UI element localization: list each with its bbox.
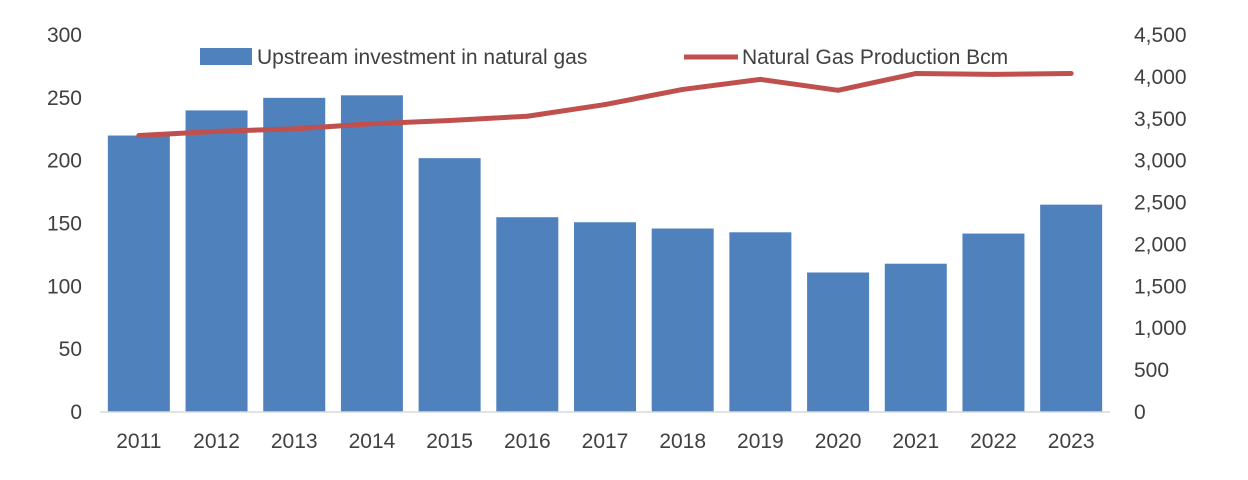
bar-2017 bbox=[574, 222, 636, 412]
production-point-2021 bbox=[913, 71, 919, 77]
legend-label-production: Natural Gas Production Bcm bbox=[742, 46, 1008, 69]
right-tick-label: 4,000 bbox=[1134, 66, 1187, 89]
right-tick-label: 3,500 bbox=[1134, 108, 1187, 131]
production-point-2014 bbox=[369, 121, 375, 127]
production-point-2017 bbox=[602, 102, 608, 108]
production-point-2013 bbox=[291, 126, 297, 132]
left-tick-label: 50 bbox=[59, 338, 82, 361]
right-tick-label: 3,000 bbox=[1134, 150, 1187, 173]
bar-2019 bbox=[729, 232, 792, 412]
bar-2023 bbox=[1040, 204, 1103, 412]
bar-2012 bbox=[185, 110, 248, 413]
x-tick-label: 2011 bbox=[116, 430, 161, 453]
bar-2016 bbox=[496, 217, 559, 412]
right-tick-label: 1,000 bbox=[1134, 317, 1187, 340]
left-axis: 0 50 100 150 200 250 300 bbox=[47, 24, 82, 424]
x-tick-label: 2023 bbox=[1048, 430, 1095, 453]
left-tick-label: 250 bbox=[47, 87, 82, 110]
right-tick-label: 0 bbox=[1134, 401, 1146, 424]
bar-2013 bbox=[263, 97, 326, 412]
production-point-2016 bbox=[524, 113, 530, 119]
left-tick-label: 300 bbox=[47, 24, 82, 47]
x-tick-label: 2020 bbox=[815, 430, 862, 453]
legend: Upstream investment in natural gas Natur… bbox=[200, 46, 1008, 69]
bar-2022 bbox=[962, 233, 1025, 412]
left-tick-label: 200 bbox=[47, 150, 82, 173]
x-tick-label: 2018 bbox=[659, 430, 706, 453]
production-point-2020 bbox=[835, 87, 841, 93]
production-point-2015 bbox=[447, 117, 453, 123]
legend-swatch-investment bbox=[200, 48, 252, 65]
left-tick-label: 100 bbox=[47, 275, 82, 298]
x-tick-label: 2022 bbox=[970, 430, 1017, 453]
production-point-2022 bbox=[990, 71, 996, 77]
right-tick-label: 1,500 bbox=[1134, 275, 1187, 298]
bar-series bbox=[107, 95, 1103, 413]
bar-2015 bbox=[418, 158, 481, 412]
production-point-2023 bbox=[1068, 71, 1074, 77]
x-tick-label: 2016 bbox=[504, 430, 551, 453]
production-point-2018 bbox=[680, 86, 686, 92]
x-tick-label: 2015 bbox=[426, 430, 473, 453]
production-point-2019 bbox=[757, 76, 763, 82]
legend-label-investment: Upstream investment in natural gas bbox=[257, 46, 587, 69]
bar-2021 bbox=[884, 263, 947, 412]
bar-2020 bbox=[807, 272, 870, 412]
right-tick-label: 2,500 bbox=[1134, 192, 1187, 215]
x-tick-label: 2014 bbox=[349, 430, 396, 453]
right-axis: 0 500 1,000 1,500 2,000 2,500 3,000 3,500 4,000 4… bbox=[1134, 24, 1187, 424]
right-tick-label: 2,000 bbox=[1134, 233, 1187, 256]
x-tick-label: 2012 bbox=[193, 430, 240, 453]
right-tick-label: 4,500 bbox=[1134, 24, 1187, 47]
bar-2014 bbox=[340, 95, 403, 412]
x-axis: 2011 2012 2013 2014 2015 2016 2017 2018 2019 2020… bbox=[116, 430, 1094, 453]
production-point-2011 bbox=[136, 133, 142, 139]
bar-2018 bbox=[651, 228, 714, 412]
x-tick-label: 2021 bbox=[892, 430, 939, 453]
x-tick-label: 2013 bbox=[271, 430, 318, 453]
left-tick-label: 150 bbox=[47, 213, 82, 236]
x-tick-label: 2019 bbox=[737, 430, 784, 453]
production-points bbox=[136, 71, 1074, 139]
left-tick-label: 0 bbox=[70, 401, 82, 424]
bar-2011 bbox=[107, 135, 170, 413]
production-point-2012 bbox=[214, 128, 220, 134]
x-tick-label: 2017 bbox=[582, 430, 629, 453]
right-tick-label: 500 bbox=[1134, 359, 1169, 382]
